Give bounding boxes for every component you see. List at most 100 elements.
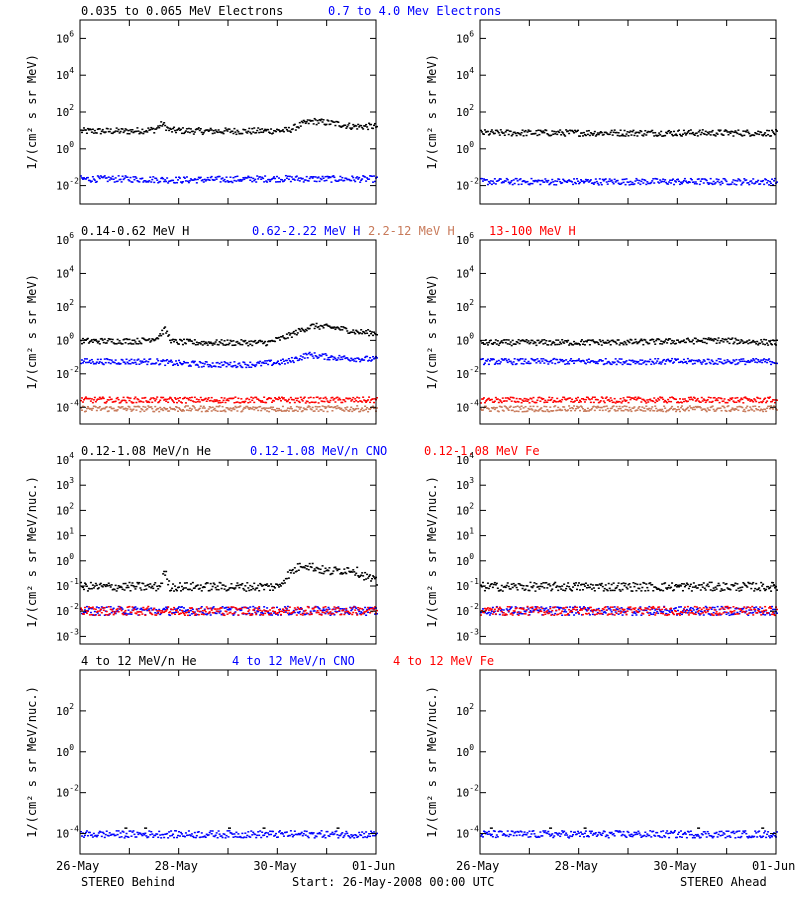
data-point [568, 363, 571, 365]
data-point [324, 605, 327, 608]
data-point [625, 133, 628, 135]
data-point [255, 612, 258, 614]
data-point [234, 396, 237, 398]
data-point [117, 406, 120, 408]
data-point [242, 587, 245, 590]
data-point [738, 178, 741, 181]
data-point [621, 363, 624, 366]
data-point [153, 181, 156, 184]
data-point [153, 397, 156, 400]
data-point [662, 398, 665, 401]
data-point [524, 405, 527, 408]
data-point [638, 132, 641, 134]
data-point [321, 325, 324, 327]
data-point [121, 406, 124, 408]
data-point [81, 178, 84, 180]
data-point [96, 175, 99, 177]
data-point [355, 177, 358, 179]
data-point [720, 397, 723, 400]
data-point [598, 583, 601, 585]
data-point [143, 358, 146, 360]
data-point [715, 359, 718, 362]
data-point [351, 608, 354, 610]
data-point [307, 180, 310, 182]
data-point [227, 588, 230, 591]
data-point [325, 610, 328, 613]
data-point [748, 132, 751, 135]
data-point [163, 570, 166, 573]
data-point [526, 362, 529, 365]
data-point [508, 406, 511, 409]
data-point [294, 397, 297, 400]
data-point [620, 182, 623, 185]
data-point [314, 176, 317, 178]
data-point [707, 132, 710, 135]
data-point [755, 343, 758, 345]
data-point [167, 182, 170, 184]
data-point [312, 123, 315, 125]
data-point [163, 607, 166, 610]
data-point [250, 589, 253, 591]
data-point [359, 410, 362, 413]
data-point [668, 359, 671, 362]
data-point [102, 609, 105, 611]
data-point [372, 607, 375, 609]
y-tick-label: 106 [56, 231, 74, 247]
data-point [165, 606, 168, 608]
data-point [253, 582, 256, 585]
data-point [628, 341, 631, 344]
data-point [611, 589, 614, 592]
data-point [610, 363, 613, 366]
data-point [635, 589, 638, 592]
data-point [353, 331, 356, 334]
data-point [248, 589, 251, 592]
data-point [736, 396, 739, 399]
data-point [680, 583, 683, 585]
data-point [765, 134, 768, 137]
data-point [245, 366, 248, 369]
data-point [350, 406, 353, 409]
data-point [248, 609, 251, 611]
data-point [693, 408, 696, 411]
y-tick-label: 100 [456, 140, 474, 156]
data-point [312, 570, 315, 572]
data-point [486, 130, 489, 133]
data-point [203, 608, 206, 610]
data-point [697, 131, 700, 133]
data-point [674, 358, 677, 360]
y-tick-exponent: 3 [69, 476, 74, 485]
data-point [682, 129, 685, 132]
data-point [362, 128, 365, 130]
data-point [225, 610, 228, 613]
data-point [132, 401, 135, 404]
data-point [636, 342, 639, 345]
data-point [750, 399, 753, 401]
data-point [669, 132, 672, 134]
data-point [521, 399, 524, 401]
data-point [180, 363, 183, 366]
data-point [122, 396, 125, 399]
data-point [661, 396, 664, 399]
data-point [182, 612, 185, 615]
data-point [159, 585, 162, 588]
data-point [649, 410, 652, 412]
data-point [354, 398, 357, 400]
data-point [687, 587, 690, 590]
data-point [568, 405, 571, 407]
data-point [86, 405, 89, 408]
data-point [237, 131, 240, 133]
data-point [520, 183, 523, 185]
data-point [621, 406, 624, 408]
data-point [595, 180, 598, 183]
data-point [693, 134, 696, 136]
data-point [771, 178, 774, 180]
data-point [672, 342, 675, 344]
data-point [181, 588, 184, 591]
data-point [646, 399, 649, 401]
data-point [685, 362, 688, 365]
data-point [192, 342, 195, 345]
data-point [312, 357, 315, 359]
data-point [369, 330, 372, 332]
